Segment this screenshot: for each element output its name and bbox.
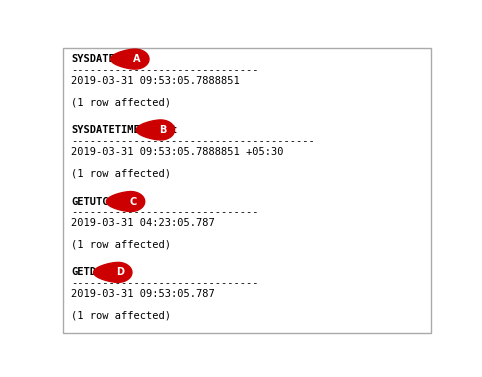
Text: 2019-03-31 09:53:05.7888851 +05:30: 2019-03-31 09:53:05.7888851 +05:30	[71, 147, 283, 156]
Text: 2019-03-31 09:53:05.787: 2019-03-31 09:53:05.787	[71, 289, 215, 299]
Polygon shape	[111, 49, 149, 69]
Text: (1 row affected): (1 row affected)	[71, 168, 171, 178]
Text: C: C	[129, 196, 136, 207]
Text: D: D	[116, 267, 124, 277]
Text: (1 row affected): (1 row affected)	[71, 311, 171, 320]
Text: B: B	[159, 125, 166, 135]
Text: GETUTCDATE: GETUTCDATE	[71, 197, 134, 207]
Polygon shape	[136, 120, 174, 140]
Text: ------------------------------: ------------------------------	[71, 207, 259, 218]
Polygon shape	[94, 262, 132, 282]
Text: ------------------------------: ------------------------------	[71, 278, 259, 288]
Text: (1 row affected): (1 row affected)	[71, 240, 171, 250]
Text: ------------------------------: ------------------------------	[71, 65, 259, 75]
Text: 2019-03-31 09:53:05.7888851: 2019-03-31 09:53:05.7888851	[71, 76, 240, 86]
Text: SYSDATETIMEOffset: SYSDATETIMEOffset	[71, 125, 177, 135]
Text: 2019-03-31 04:23:05.787: 2019-03-31 04:23:05.787	[71, 218, 215, 228]
Polygon shape	[107, 192, 145, 211]
Text: GETDATE: GETDATE	[71, 267, 115, 277]
Text: (1 row affected): (1 row affected)	[71, 97, 171, 107]
Text: SYSDATETIME: SYSDATETIME	[71, 54, 140, 64]
Text: A: A	[134, 54, 141, 64]
Text: ---------------------------------------: ---------------------------------------	[71, 136, 315, 146]
